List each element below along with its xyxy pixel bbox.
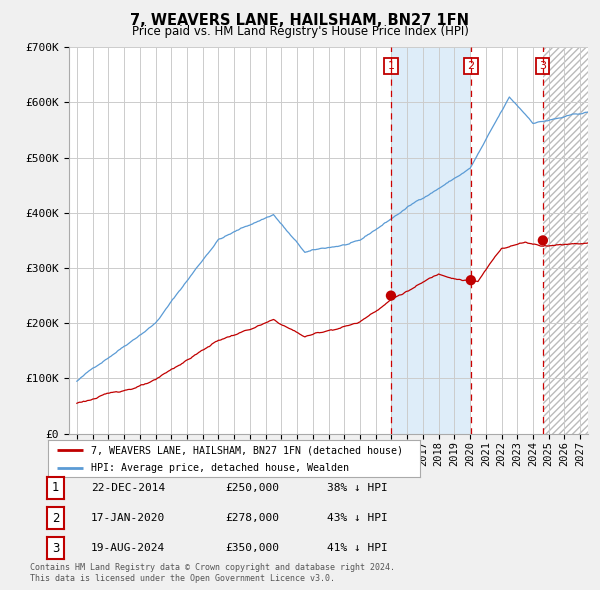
Text: 38% ↓ HPI: 38% ↓ HPI [327,483,388,493]
Text: 1: 1 [52,481,59,494]
Text: 2: 2 [467,61,475,71]
Text: Price paid vs. HM Land Registry's House Price Index (HPI): Price paid vs. HM Land Registry's House … [131,25,469,38]
Bar [391,47,471,434]
Text: £278,000: £278,000 [225,513,279,523]
Text: 17-JAN-2020: 17-JAN-2020 [91,513,166,523]
Text: £350,000: £350,000 [225,543,279,553]
Text: 7, WEAVERS LANE, HAILSHAM, BN27 1FN: 7, WEAVERS LANE, HAILSHAM, BN27 1FN [131,13,470,28]
Bar [543,47,600,434]
Text: 19-AUG-2024: 19-AUG-2024 [91,543,166,553]
Point [386,291,396,300]
Text: 1: 1 [388,61,394,71]
Text: 7, WEAVERS LANE, HAILSHAM, BN27 1FN (detached house): 7, WEAVERS LANE, HAILSHAM, BN27 1FN (det… [91,445,403,455]
Text: 2: 2 [52,512,59,525]
Text: Contains HM Land Registry data © Crown copyright and database right 2024.: Contains HM Land Registry data © Crown c… [30,563,395,572]
Text: 41% ↓ HPI: 41% ↓ HPI [327,543,388,553]
Text: 3: 3 [539,61,547,71]
Text: 43% ↓ HPI: 43% ↓ HPI [327,513,388,523]
Point [466,276,476,285]
Text: HPI: Average price, detached house, Wealden: HPI: Average price, detached house, Weal… [91,463,349,473]
Text: 22-DEC-2014: 22-DEC-2014 [91,483,166,493]
Text: 3: 3 [52,542,59,555]
Text: This data is licensed under the Open Government Licence v3.0.: This data is licensed under the Open Gov… [30,574,335,583]
Point [538,235,548,245]
Text: £250,000: £250,000 [225,483,279,493]
